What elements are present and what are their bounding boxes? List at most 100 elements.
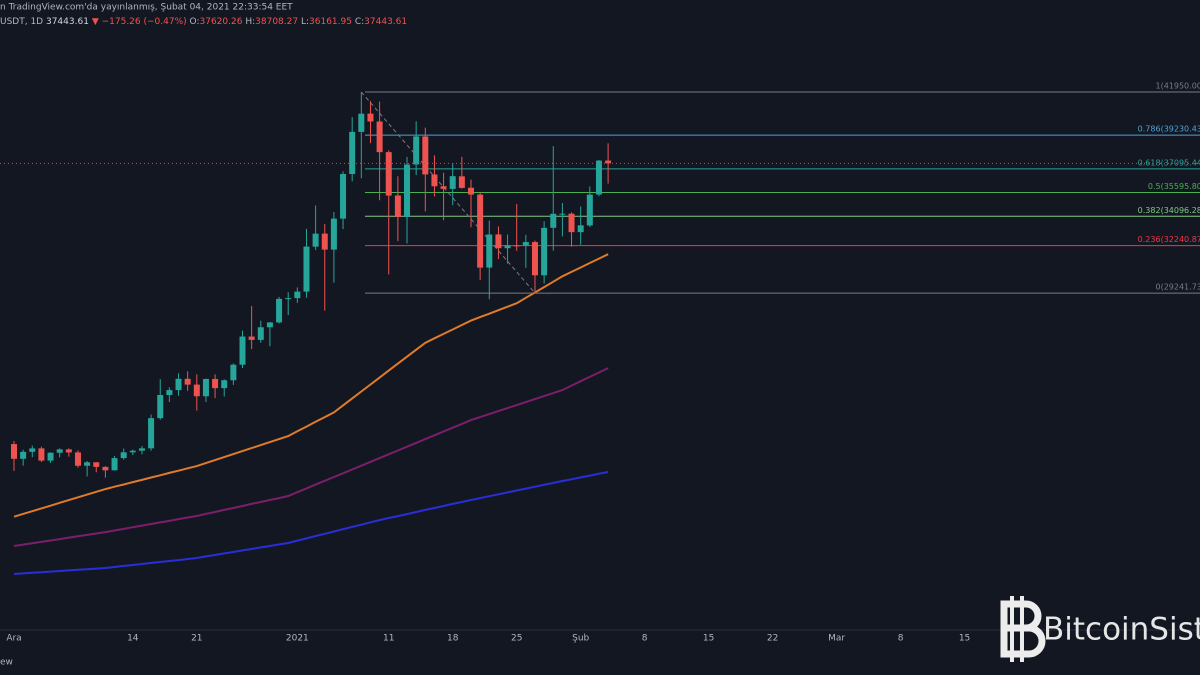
candle-body — [202, 378, 209, 397]
x-tick-label: 15 — [703, 634, 714, 644]
candle-body — [504, 245, 511, 249]
fib-trend-line — [360, 91, 536, 294]
candle-body — [586, 194, 593, 226]
candle-body — [102, 466, 109, 471]
price-change: ▼ −175.26 (−0.47%) — [92, 17, 187, 27]
candle-body — [394, 195, 401, 217]
candle-body — [559, 213, 566, 215]
close-value: 37443.61 — [364, 17, 407, 27]
candle-body — [312, 233, 319, 247]
candle-body — [595, 160, 602, 195]
open-value: 37620.26 — [200, 17, 243, 27]
candle-body — [148, 418, 155, 449]
x-tick-label: 15 — [959, 634, 970, 644]
candle-body — [294, 291, 301, 299]
low-value: 36161.95 — [309, 17, 352, 27]
moving-average — [13, 367, 609, 547]
symbol: USDT, 1D — [0, 17, 43, 27]
candle-body — [568, 213, 575, 233]
fib-level-label: 0.5(35595.80) — [1148, 182, 1200, 191]
candle-body — [477, 194, 484, 268]
candle-body — [404, 164, 411, 218]
candle-body — [193, 384, 200, 397]
candle-body — [440, 186, 447, 189]
candle-body — [376, 121, 383, 153]
candle-body — [120, 452, 127, 459]
candle-body — [257, 327, 264, 340]
candle-body — [65, 449, 72, 453]
candle-body — [349, 131, 356, 175]
candle-body — [20, 451, 27, 459]
candle-body — [522, 242, 529, 246]
candle-body — [513, 245, 520, 247]
candle-body — [11, 444, 17, 459]
x-tick-label: 22 — [767, 634, 778, 644]
x-tick-label: 25 — [511, 634, 522, 644]
candle-body — [541, 227, 548, 276]
moving-average — [13, 253, 609, 518]
moving-average — [13, 471, 609, 575]
candle-body — [166, 390, 173, 396]
candle-body — [468, 187, 474, 195]
candle-body — [531, 242, 538, 276]
candle-body — [285, 298, 292, 300]
candle-body — [605, 160, 612, 164]
candle-body — [495, 234, 502, 249]
candle-body — [248, 336, 255, 340]
x-tick-label: 14 — [127, 634, 139, 644]
candle-body — [47, 452, 54, 461]
candle-body — [367, 113, 374, 122]
x-tick-label: 18 — [447, 634, 459, 644]
candle-body — [239, 336, 246, 365]
close-label: C: — [355, 17, 364, 27]
x-tick-label: 8 — [898, 634, 904, 644]
low-label: L: — [301, 17, 309, 27]
candle-body — [577, 225, 584, 233]
fib-level-label: 0.786(39230.43) — [1138, 125, 1200, 134]
candle-body — [29, 448, 36, 452]
candle-body — [321, 233, 328, 250]
watermark-text: BitcoinSistemi — [1043, 612, 1200, 648]
candle-body — [358, 113, 365, 132]
candle-body — [175, 378, 182, 391]
candle-body — [303, 246, 310, 292]
candle-body — [431, 174, 438, 187]
watermark-logo — [1000, 596, 1046, 662]
candle-body — [56, 449, 63, 453]
fib-level-label: 1(41950.00) — [1155, 82, 1200, 91]
last-price: 37443.61 — [46, 17, 89, 27]
candle-body — [93, 462, 100, 467]
candle-body — [184, 378, 191, 385]
x-tick-label: 21 — [191, 634, 202, 644]
candle-body — [422, 136, 429, 175]
candle-body — [38, 448, 45, 461]
fib-level-label: 0(29241.73) — [1155, 283, 1200, 292]
candle-body — [157, 395, 164, 419]
candle-body — [385, 152, 392, 196]
footer: ew — [0, 658, 13, 668]
candle-body — [221, 380, 228, 389]
high-label: H: — [245, 17, 255, 27]
candle-body — [138, 448, 145, 451]
candle-body — [266, 322, 273, 328]
source-line: n TradingView.com'da yayınlanmış, Şubat … — [0, 3, 293, 13]
candle-body — [449, 176, 456, 189]
fib-level-label: 0.236(32240.87) — [1138, 235, 1200, 244]
candle-body — [550, 213, 557, 228]
fib-level-label: 0.382(34096.28) — [1138, 206, 1200, 215]
symbol-line: USDT, 1D 37443.61 ▼ −175.26 (−0.47%) O:3… — [0, 17, 407, 27]
x-tick-label: Şub — [572, 634, 589, 644]
candle-body — [340, 174, 347, 219]
candle-body — [413, 136, 420, 165]
x-tick-label: Mar — [828, 634, 845, 644]
candle-body — [330, 218, 337, 250]
plot-area: 1(41950.00)0.786(39230.43)0.618(37095.44… — [0, 82, 1200, 575]
open-label: O: — [190, 17, 200, 27]
candle-body — [458, 176, 465, 188]
candle-body — [84, 462, 91, 466]
candle-body — [212, 378, 219, 389]
candle-body — [129, 450, 136, 453]
x-tick-label: 8 — [642, 634, 648, 644]
